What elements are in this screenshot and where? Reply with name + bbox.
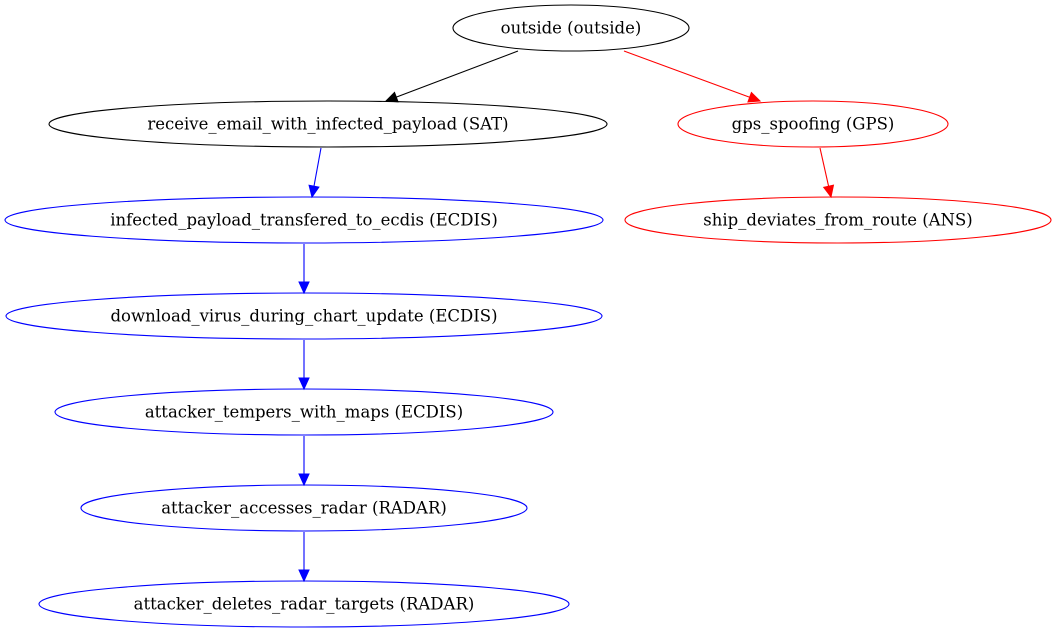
node-download-virus-during-chart-update: download_virus_during_chart_update (ECDI… <box>5 292 603 340</box>
arrowhead-icon <box>747 91 762 103</box>
node-label: attacker_deletes_radar_targets (RADAR) <box>134 595 475 614</box>
node-label: receive_email_with_infected_payload (SAT… <box>147 115 508 134</box>
edge-outside-to-receive-email-with-infected-payload <box>384 50 519 103</box>
edge-line <box>819 147 830 187</box>
arrowhead-icon <box>384 91 399 103</box>
edge-gps-spoofing-to-ship-deviates-from-route <box>819 147 835 199</box>
arrowhead-icon <box>308 184 320 199</box>
edge-infected-payload-transfered-to-ecdis-to-download-virus-during-chart-update <box>298 244 310 295</box>
node-label: ship_deviates_from_route (ANS) <box>703 211 973 230</box>
node-ellipse <box>38 580 570 628</box>
edge-receive-email-with-infected-payload-to-infected-payload-transfered-to-ecdis <box>308 147 322 199</box>
edge-line <box>396 50 519 98</box>
node-outside: outside (outside) <box>452 4 690 52</box>
node-label: attacker_accesses_radar (RADAR) <box>161 499 447 518</box>
node-ellipse <box>624 196 1052 244</box>
node-label: attacker_tempers_with_maps (ECDIS) <box>145 403 463 422</box>
node-label: gps_spoofing (GPS) <box>732 115 895 134</box>
node-gps-spoofing: gps_spoofing (GPS) <box>677 100 949 148</box>
node-attacker-deletes-radar-targets: attacker_deletes_radar_targets (RADAR) <box>38 580 570 628</box>
edges-layer <box>298 50 835 583</box>
node-ellipse <box>677 100 949 148</box>
node-label: outside (outside) <box>501 19 642 38</box>
arrowhead-icon <box>298 377 310 391</box>
node-label: infected_payload_transfered_to_ecdis (EC… <box>110 211 498 230</box>
node-ellipse <box>54 388 554 436</box>
node-attacker-tempers-with-maps: attacker_tempers_with_maps (ECDIS) <box>54 388 554 436</box>
edge-attacker-tempers-with-maps-to-attacker-accesses-radar <box>298 436 310 487</box>
edge-line <box>313 147 322 187</box>
node-label: download_virus_during_chart_update (ECDI… <box>110 307 497 326</box>
arrowhead-icon <box>298 569 310 583</box>
node-ellipse <box>48 100 608 148</box>
node-attacker-accesses-radar: attacker_accesses_radar (RADAR) <box>80 484 528 532</box>
edge-line <box>623 50 750 98</box>
edge-attacker-accesses-radar-to-attacker-deletes-radar-targets <box>298 532 310 583</box>
nodes-layer: outside (outside) receive_email_with_infe… <box>4 4 1052 628</box>
node-receive-email-with-infected-payload: receive_email_with_infected_payload (SAT… <box>48 100 608 148</box>
node-ellipse <box>452 4 690 52</box>
arrowhead-icon <box>298 473 310 487</box>
node-ship-deviates-from-route: ship_deviates_from_route (ANS) <box>624 196 1052 244</box>
node-infected-payload-transfered-to-ecdis: infected_payload_transfered_to_ecdis (EC… <box>4 196 604 244</box>
node-ellipse <box>5 292 603 340</box>
edge-download-virus-during-chart-update-to-attacker-tempers-with-maps <box>298 340 310 391</box>
node-ellipse <box>80 484 528 532</box>
arrowhead-icon <box>298 281 310 295</box>
node-ellipse <box>4 196 604 244</box>
edge-outside-to-gps-spoofing <box>623 50 762 103</box>
arrowhead-icon <box>822 184 835 199</box>
